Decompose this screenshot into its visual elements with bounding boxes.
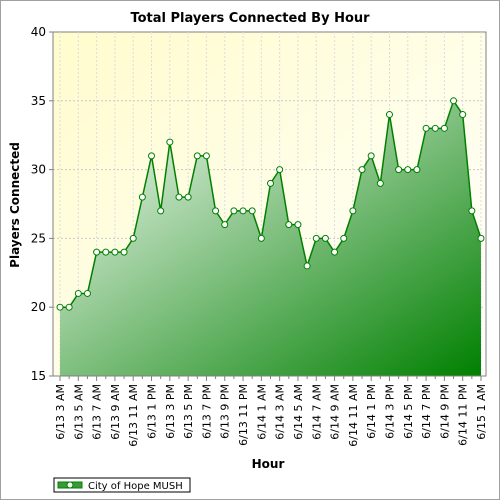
data-point [349, 207, 357, 215]
data-point [321, 234, 329, 242]
data-point [450, 97, 458, 105]
chart-title: Total Players Connected By Hour [130, 11, 370, 26]
x-tick-label: 6/15 1 AM [475, 384, 488, 440]
x-tick-label: 6/13 7 PM [200, 384, 213, 439]
data-point [166, 138, 174, 146]
data-point [175, 193, 183, 201]
data-point [74, 289, 82, 297]
data-point [221, 221, 229, 229]
data-point [193, 152, 201, 160]
x-tick-label: 6/13 5 AM [72, 384, 85, 440]
data-point [413, 166, 421, 174]
data-point [477, 234, 485, 242]
x-tick-label: 6/13 9 AM [109, 384, 122, 440]
data-point [184, 193, 192, 201]
x-tick-label: 6/13 11 PM [237, 384, 250, 446]
data-point [212, 207, 220, 215]
data-point [285, 221, 293, 229]
x-tick-label: 6/14 1 PM [365, 384, 378, 439]
x-tick-label: 6/14 7 AM [310, 384, 323, 440]
data-point [83, 289, 91, 297]
x-axis-label: Hour [252, 457, 285, 471]
data-point [294, 221, 302, 229]
data-point [468, 207, 476, 215]
data-point [248, 207, 256, 215]
x-tick-label: 6/14 3 PM [383, 384, 396, 439]
data-point [230, 207, 238, 215]
y-axis-label: Players Connected [8, 142, 22, 268]
data-point [340, 234, 348, 242]
data-point [239, 207, 247, 215]
data-point [367, 152, 375, 160]
x-tick-label: 6/13 9 PM [219, 384, 232, 439]
data-point [385, 111, 393, 119]
data-point [157, 207, 165, 215]
x-tick-label: 6/13 3 PM [164, 384, 177, 439]
x-tick-label: 6/14 7 PM [420, 384, 433, 439]
data-point [376, 179, 384, 187]
y-tick-label: 40 [31, 25, 46, 39]
y-tick-label: 15 [31, 369, 46, 383]
legend-box [53, 477, 191, 493]
y-tick-label: 30 [31, 163, 46, 177]
y-tick-label: 20 [31, 300, 46, 314]
x-axis: 6/13 3 AM 6/13 5 AM 6/13 7 AM 6/13 9 AM 6/13… [53, 375, 488, 447]
data-point [440, 124, 448, 132]
x-tick-label: 6/13 11 AM [127, 384, 140, 447]
x-tick-label: 6/14 11 PM [457, 384, 470, 446]
data-point [129, 234, 137, 242]
data-point [138, 193, 146, 201]
data-point [395, 166, 403, 174]
data-point [331, 248, 339, 256]
data-point [102, 248, 110, 256]
x-tick-label: 6/14 3 AM [274, 384, 287, 440]
series-points [56, 97, 485, 311]
data-point [148, 152, 156, 160]
legend-label: City of Hope MUSH [88, 481, 183, 492]
x-tick-label: 6/13 7 AM [91, 384, 104, 440]
x-tick-label: 6/14 1 AM [255, 384, 268, 440]
y-tick-label: 25 [31, 231, 46, 245]
data-point [65, 303, 73, 311]
data-point [303, 262, 311, 270]
y-axis: 15 20 25 30 35 40 [31, 25, 54, 383]
legend-marker [66, 481, 74, 489]
x-tick-label: 6/13 3 AM [54, 384, 67, 440]
x-tick-label: 6/14 5 AM [292, 384, 305, 440]
data-point [404, 166, 412, 174]
data-point [56, 303, 64, 311]
x-tick-label: 6/14 9 PM [438, 384, 451, 439]
data-point [276, 166, 284, 174]
data-point [431, 124, 439, 132]
x-tick-label: 6/13 5 PM [182, 384, 195, 439]
data-point [312, 234, 320, 242]
x-tick-label: 6/13 1 PM [146, 384, 159, 439]
x-tick-label: 6/14 11 AM [347, 384, 360, 447]
legend: City of Hope MUSH [53, 477, 191, 493]
data-point [120, 248, 128, 256]
data-point [422, 124, 430, 132]
data-point [459, 111, 467, 119]
data-point [202, 152, 210, 160]
x-tick-label: 6/14 9 AM [329, 384, 342, 440]
y-tick-label: 35 [31, 94, 46, 108]
data-point [257, 234, 265, 242]
data-point [358, 166, 366, 174]
data-point [267, 179, 274, 187]
data-point [111, 248, 119, 256]
x-tick-label: 6/14 5 PM [402, 384, 415, 439]
data-point [93, 248, 101, 256]
